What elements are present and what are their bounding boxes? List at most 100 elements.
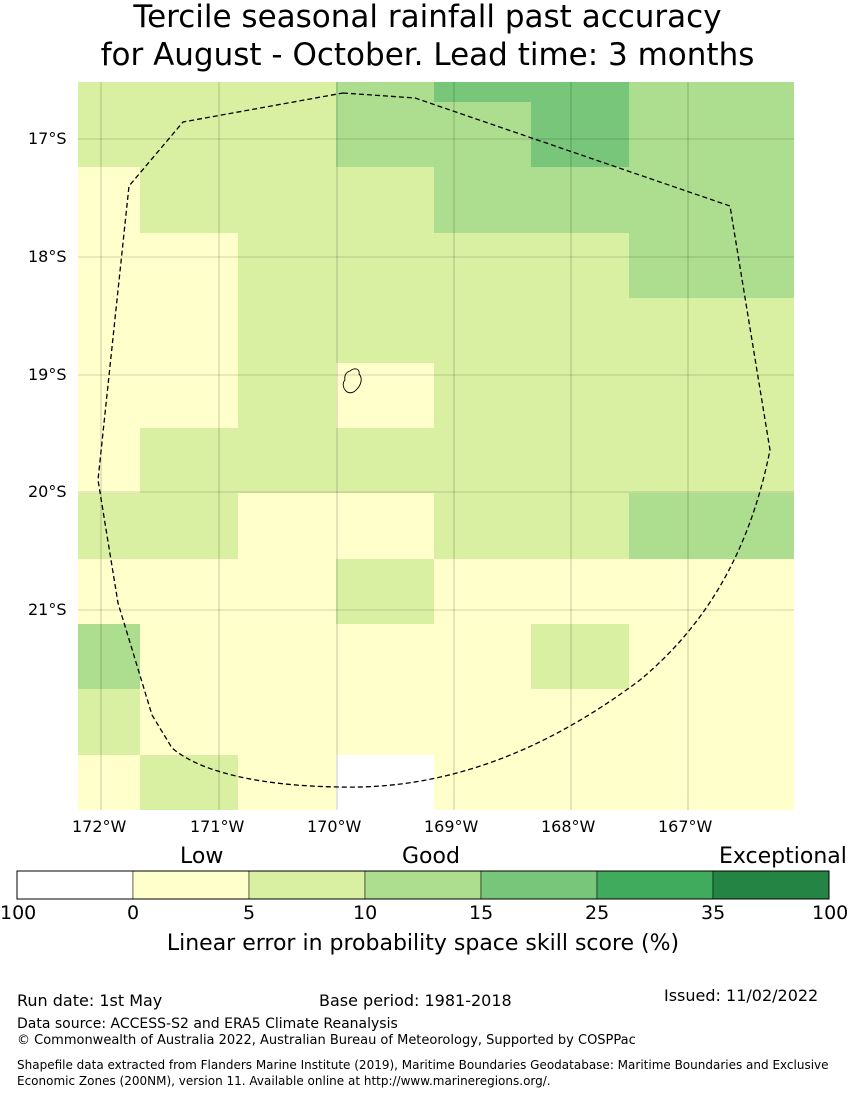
skill-cell (434, 493, 531, 559)
skill-cell (434, 689, 531, 755)
skill-cell (531, 428, 629, 493)
skill-cell (629, 298, 727, 363)
skill-cell (336, 167, 434, 233)
colorbar-tick-left-100: 100 (0, 902, 37, 924)
skill-cell (78, 82, 140, 102)
colorbar-label-exceptional: Exceptional (719, 844, 847, 869)
skill-cell (336, 428, 434, 493)
lon-label-170w: 170°W (307, 817, 362, 836)
skill-cell (531, 559, 629, 624)
skill-cell (531, 167, 629, 233)
skill-cell (531, 102, 629, 167)
skill-cell (727, 559, 794, 624)
colorbar-label-good: Good (402, 844, 460, 869)
skill-cell (629, 689, 727, 755)
lon-label-167w: 167°W (658, 817, 713, 836)
skill-cell (434, 755, 531, 810)
skill-cell (336, 689, 434, 755)
skill-cell (727, 298, 794, 363)
skill-cell (434, 102, 531, 167)
skill-cell (140, 233, 238, 298)
skill-cell (629, 559, 727, 624)
graticule (78, 82, 794, 810)
colorbar-segment (364, 870, 482, 900)
eez-boundary (97, 92, 771, 788)
skill-cell (336, 298, 434, 363)
skill-cell (238, 559, 336, 624)
skill-cell (434, 363, 531, 428)
skill-cell (434, 233, 531, 298)
skill-cell (531, 82, 629, 102)
skill-cell (336, 559, 434, 624)
skill-cell (238, 102, 336, 167)
skill-cell (336, 363, 434, 428)
skill-cell (238, 428, 336, 493)
lon-label-169w: 169°W (424, 817, 479, 836)
skill-cell (629, 428, 727, 493)
colorbar-tick-10: 10 (353, 902, 378, 924)
lat-label-17s: 17°S (28, 129, 67, 148)
skill-cell (140, 755, 238, 810)
skill-cell (238, 755, 336, 810)
colorbar-label-low: Low (180, 844, 224, 869)
map-title-line-1: Tercile seasonal rainfall past accuracy (133, 0, 722, 35)
shapefile-credit-line-1: Shapefile data extracted from Flanders M… (17, 1058, 829, 1072)
run-date: Run date: 1st May (17, 991, 163, 1010)
skill-cell (238, 82, 336, 102)
skill-cell (727, 167, 794, 233)
skill-cell (78, 428, 140, 493)
skill-cell (629, 102, 727, 167)
skill-cell (140, 82, 238, 102)
skill-cell (238, 167, 336, 233)
skill-cell (140, 428, 238, 493)
skill-cell (531, 363, 629, 428)
skill-cell (727, 624, 794, 689)
colorbar-segment (596, 870, 714, 900)
skill-cell (629, 363, 727, 428)
skill-cell (140, 689, 238, 755)
skill-cell (336, 493, 434, 559)
skill-cell (238, 689, 336, 755)
lat-label-19s: 19°S (28, 365, 67, 384)
skill-cell (434, 624, 531, 689)
lat-label-21s: 21°S (28, 600, 67, 619)
skill-cell (78, 559, 140, 624)
skill-cell (336, 755, 434, 810)
skill-cell (78, 233, 140, 298)
map-canvas (78, 82, 794, 810)
island-outline (342, 368, 362, 394)
skill-cell (140, 363, 238, 428)
skill-cell (727, 82, 794, 102)
skill-cell (434, 167, 531, 233)
skill-cell (531, 755, 629, 810)
colorbar-tick-35: 35 (701, 902, 726, 924)
lon-label-168w: 168°W (541, 817, 596, 836)
lat-label-18s: 18°S (28, 247, 67, 266)
skill-cell (238, 233, 336, 298)
skill-cell (336, 233, 434, 298)
skill-cell (78, 624, 140, 689)
colorbar-tick-5: 5 (243, 902, 256, 924)
skill-cell (140, 102, 238, 167)
colorbar-title: Linear error in probability space skill … (166, 931, 680, 956)
skill-cell (531, 298, 629, 363)
colorbar-segment (712, 870, 830, 900)
skill-cell (238, 493, 336, 559)
skill-cell (140, 298, 238, 363)
colorbar-tick-15: 15 (469, 902, 494, 924)
skill-cell (727, 233, 794, 298)
colorbar-segment (480, 870, 598, 900)
data-source: Data source: ACCESS-S2 and ERA5 Climate … (17, 1016, 398, 1032)
skill-grid (78, 82, 794, 810)
skill-cell (434, 298, 531, 363)
skill-cell (629, 233, 727, 298)
skill-cell (434, 559, 531, 624)
colorbar-tick-right-100: 100 (812, 902, 849, 924)
skill-cell (140, 624, 238, 689)
skill-cell (727, 102, 794, 167)
lon-label-171w: 171°W (190, 817, 245, 836)
skill-cell (336, 102, 434, 167)
base-period: Base period: 1981-2018 (319, 991, 512, 1010)
skill-cell (238, 298, 336, 363)
skill-cell (336, 624, 434, 689)
